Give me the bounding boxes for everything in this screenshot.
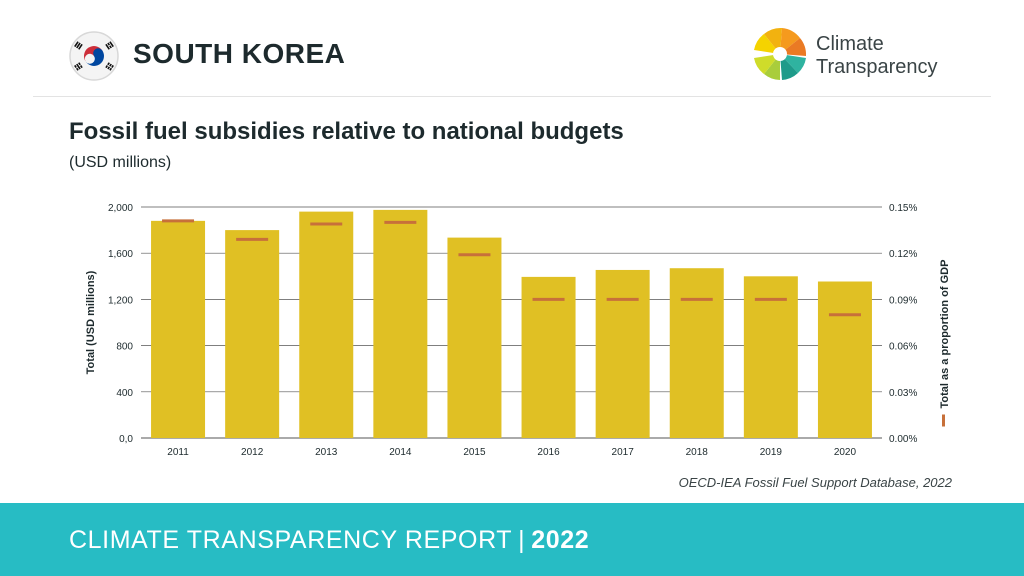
tick-labels: 0,0 0.00% 400 0.03% 800 0.06% 1,200 0.09% 1,600 0… bbox=[108, 203, 917, 458]
y-tick-label-right: 0.03% bbox=[889, 388, 917, 399]
chart-title: Fossil fuel subsidies relative to nation… bbox=[69, 118, 624, 145]
y-tick-label-left: 2,000 bbox=[108, 203, 133, 214]
footer-year: 2022 bbox=[531, 526, 590, 554]
y-tick-label-right: 0.00% bbox=[889, 434, 917, 445]
bar bbox=[595, 269, 650, 438]
bar bbox=[743, 276, 798, 438]
y-axis-label-right-group: Total as a proportion of GDP bbox=[939, 260, 951, 427]
x-tick-label: 2017 bbox=[612, 447, 635, 458]
y-axis-label-left: Total (USD millions) bbox=[85, 270, 97, 374]
brand-line-2: Transparency bbox=[816, 56, 938, 78]
y-tick-label-right: 0.15% bbox=[889, 203, 917, 214]
brand-line-1: Climate bbox=[816, 33, 884, 55]
report-header: SOUTH KOREA Climate Transparency bbox=[0, 0, 1024, 97]
y-tick-label-left: 400 bbox=[116, 388, 133, 399]
bar bbox=[447, 237, 502, 438]
bars bbox=[151, 209, 872, 438]
y-tick-label-right: 0.09% bbox=[889, 295, 917, 306]
footer-text: CLIMATE TRANSPARENCY REPORT | 2022 bbox=[69, 526, 589, 555]
y-tick-label-left: 1,600 bbox=[108, 249, 133, 260]
footer-label: CLIMATE TRANSPARENCY REPORT bbox=[69, 526, 513, 554]
chart-subtitle: (USD millions) bbox=[69, 154, 172, 171]
y-tick-label-left: 0,0 bbox=[119, 434, 133, 445]
brand-name: Climate Transparency bbox=[816, 33, 938, 79]
x-tick-label: 2011 bbox=[167, 447, 189, 458]
footer-bar: CLIMATE TRANSPARENCY REPORT | 2022 bbox=[0, 503, 1024, 576]
bar bbox=[373, 209, 428, 438]
x-tick-label: 2014 bbox=[389, 447, 412, 458]
climate-transparency-logo-icon bbox=[754, 27, 807, 80]
y-axis-label-right: Total as a proportion of GDP bbox=[939, 260, 951, 409]
country-name: SOUTH KOREA bbox=[133, 38, 346, 69]
gdp-legend-swatch bbox=[942, 414, 945, 427]
x-tick-label: 2012 bbox=[241, 447, 264, 458]
y-tick-label-right: 0.12% bbox=[889, 249, 917, 260]
x-tick-label: 2020 bbox=[834, 447, 857, 458]
bar bbox=[225, 230, 280, 438]
bar bbox=[817, 281, 872, 438]
x-tick-label: 2013 bbox=[315, 447, 338, 458]
y-tick-label-right: 0.06% bbox=[889, 342, 917, 353]
footer-separator: | bbox=[518, 526, 526, 554]
bar bbox=[299, 211, 354, 438]
bar bbox=[151, 220, 206, 438]
header-divider bbox=[33, 96, 991, 97]
south-korea-flag-icon bbox=[69, 31, 119, 81]
subsidies-bar-chart: 0,0 0.00% 400 0.03% 800 0.06% 1,200 0.09% 1,600 0… bbox=[85, 203, 951, 458]
y-tick-label-left: 1,200 bbox=[108, 295, 133, 306]
x-tick-label: 2015 bbox=[463, 447, 486, 458]
bar bbox=[521, 276, 576, 438]
source-note: OECD-IEA Fossil Fuel Support Database, 2… bbox=[678, 475, 952, 490]
bar bbox=[669, 268, 724, 438]
gdp-markers bbox=[162, 219, 861, 317]
y-tick-label-left: 800 bbox=[116, 342, 133, 353]
x-tick-label: 2018 bbox=[686, 447, 709, 458]
x-tick-label: 2016 bbox=[537, 447, 560, 458]
x-tick-label: 2019 bbox=[760, 447, 783, 458]
